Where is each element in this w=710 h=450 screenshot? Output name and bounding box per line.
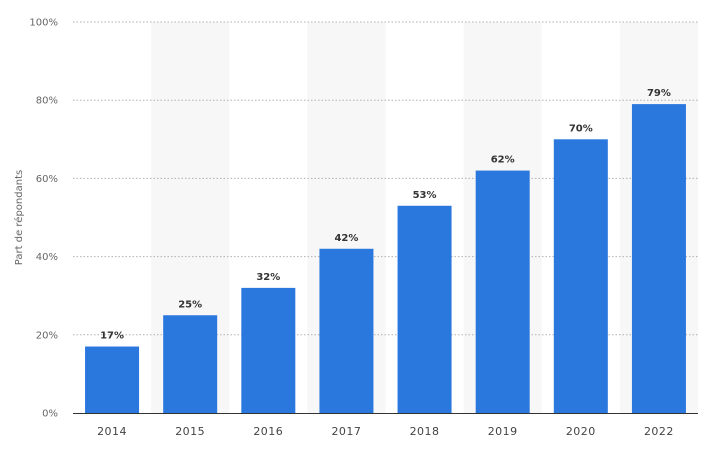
data-label: 17% bbox=[100, 331, 124, 342]
y-tick-label: 20% bbox=[36, 330, 58, 341]
x-tick-label: 2022 bbox=[644, 425, 674, 438]
x-tick-label: 2015 bbox=[175, 425, 205, 438]
y-tick-label: 40% bbox=[36, 252, 58, 263]
y-axis-title: Part de répondants bbox=[13, 170, 25, 265]
x-tick-label: 2016 bbox=[253, 425, 283, 438]
y-tick-label: 80% bbox=[36, 96, 58, 107]
x-tick-label: 2018 bbox=[410, 425, 440, 438]
y-tick-label: 60% bbox=[36, 174, 58, 185]
bar[interactable] bbox=[85, 346, 140, 413]
y-tick-label: 0% bbox=[42, 409, 58, 420]
x-axis-ticks: 2014 2015 2016 2017 2018 2019 2020 2022 bbox=[97, 425, 674, 438]
data-label: 53% bbox=[413, 190, 437, 201]
bar[interactable] bbox=[397, 205, 452, 413]
data-label: 25% bbox=[178, 299, 202, 310]
bar[interactable] bbox=[241, 287, 296, 413]
bar[interactable] bbox=[319, 248, 374, 413]
x-tick-label: 2017 bbox=[331, 425, 361, 438]
x-tick-label: 2019 bbox=[488, 425, 518, 438]
bar[interactable] bbox=[553, 139, 608, 414]
y-axis-ticks: 0% 20% 40% 60% 80% 100% bbox=[29, 18, 58, 420]
x-tick-label: 2020 bbox=[566, 425, 596, 438]
bars bbox=[85, 104, 686, 414]
data-label: 70% bbox=[569, 123, 593, 134]
x-tick-label: 2014 bbox=[97, 425, 127, 438]
data-label: 42% bbox=[334, 233, 358, 244]
data-label: 62% bbox=[491, 155, 515, 166]
y-tick-label: 100% bbox=[29, 18, 58, 29]
data-labels: 17% 25% 32% 42% 53% 62% 70% 79% bbox=[100, 88, 671, 341]
data-label: 79% bbox=[647, 88, 671, 99]
bar[interactable] bbox=[475, 170, 530, 413]
bar[interactable] bbox=[631, 104, 686, 414]
gridlines bbox=[73, 21, 698, 336]
bar[interactable] bbox=[163, 315, 218, 413]
data-label: 32% bbox=[256, 272, 280, 283]
